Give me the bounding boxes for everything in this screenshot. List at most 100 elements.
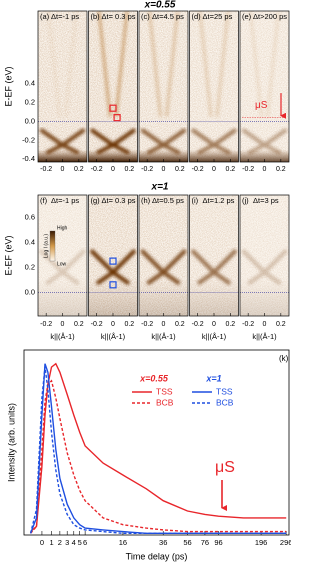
legend-label: TSS	[216, 386, 233, 396]
dirac-cone	[190, 248, 238, 286]
x-tick-label: 56	[183, 538, 191, 547]
x-axis-label: k||(Å-1)	[151, 332, 176, 341]
speckle	[139, 11, 188, 162]
x-tick-label: 16	[119, 538, 127, 547]
y-tick-label: 0.2	[25, 262, 35, 271]
panel-delay: Δt=4.5 ps	[152, 12, 184, 21]
panel-label: (c)	[141, 12, 150, 21]
x-tick-label: 0.2	[225, 321, 235, 328]
x-tick-label: 36	[159, 538, 167, 547]
speckle	[38, 11, 87, 162]
bulk-band	[189, 278, 239, 316]
bulk-band	[88, 278, 138, 316]
marker-box	[113, 114, 121, 122]
x-tick-label: 0.2	[175, 166, 185, 173]
legend-group: x=0.55	[139, 373, 169, 383]
x-tick-label: 0	[263, 166, 267, 173]
colorbar-low: Low	[57, 261, 67, 267]
arpes-image	[88, 195, 138, 316]
panel-label: (g)	[91, 196, 101, 205]
y-tick-label: 0.4	[25, 79, 35, 88]
x-tick-label: -0.2	[242, 166, 254, 173]
dirac-cone	[241, 248, 288, 286]
arpes-image	[240, 11, 289, 162]
panel-delay: Δt= 0.3 ps	[102, 196, 136, 205]
colorbar-high: High	[57, 225, 68, 231]
x-tick-label: 0.2	[175, 321, 185, 328]
panel-delay: Δt=25 ps	[203, 12, 233, 21]
marker-box	[109, 257, 117, 265]
panel-delay: Δt>200 ps	[253, 12, 287, 21]
upper-band	[198, 11, 230, 117]
arpes-panel: (b) Δt= 0.3 ps -0.2 0 0.2	[88, 10, 138, 173]
panel-label: (f)	[40, 196, 48, 205]
bulk-band	[240, 278, 289, 316]
panel-label: (j)	[242, 196, 249, 205]
arpes-image	[139, 11, 188, 162]
marker-box	[109, 104, 117, 112]
y-tick-label: 0.4	[25, 237, 35, 246]
legend-group: x=1	[205, 373, 221, 383]
legend-label: BCB	[156, 397, 174, 407]
colorbar	[49, 230, 56, 262]
x-tick-label: 0	[40, 538, 44, 547]
x-tick-label: 0.2	[124, 166, 134, 173]
y-tick-label: 0.6	[25, 212, 35, 221]
x-tick-label: -0.2	[242, 321, 254, 328]
panel-label: (a)	[40, 12, 50, 21]
x-tick-label: 3	[65, 538, 69, 547]
x-tick-label: -0.2	[91, 321, 103, 328]
x-tick-label: 0.2	[124, 321, 134, 328]
bulk-band	[139, 278, 188, 316]
y-axis-label: Intensity (arb. units)	[6, 403, 16, 482]
x-tick-label: 0.2	[74, 321, 84, 328]
dirac-cone	[39, 127, 86, 155]
x-tick-label: 0	[61, 166, 65, 173]
x-axis-label: k||(Å-1)	[202, 332, 227, 341]
arpes-panel: (d) Δt=25 ps -0.2 0 0.2	[189, 10, 239, 173]
arpes-panel: (h) Δt=0.5 ps -0.2 0 0.2 k||(Å-1)	[138, 194, 189, 341]
arpes-panel: (f) Δt=-1 ps -0.2 0 0.2 k||(Å-1) High Low Log I …	[37, 194, 88, 341]
dirac-cone	[89, 248, 137, 286]
row-title: x=1	[151, 182, 169, 193]
x-tick-label: 0.2	[74, 166, 84, 173]
plot-frame	[23, 349, 290, 536]
upper-band	[97, 11, 129, 117]
legend-label: TSS	[156, 386, 173, 396]
mu-annotation: μS	[255, 100, 268, 111]
arpes-image	[38, 195, 87, 316]
x-tick-label: 1	[49, 538, 53, 547]
data-line	[30, 379, 287, 534]
arpes-panel: (j) Δt=3 ps -0.2 0 0.2 k||(Å-1)	[239, 194, 290, 341]
x-tick-label: 0	[111, 166, 115, 173]
x-tick-label: 0	[162, 166, 166, 173]
x-axis-label: Time delay (ps)	[126, 551, 188, 561]
x-tick-label: 5	[78, 538, 82, 547]
speckle	[189, 11, 239, 162]
panel-delay: Δt=1.2 ps	[203, 196, 235, 205]
arpes-image	[189, 195, 239, 316]
legend-label: BCB	[216, 397, 234, 407]
x-tick-label: -0.2	[40, 166, 52, 173]
data-line	[29, 363, 287, 534]
arpes-image	[139, 195, 188, 316]
dirac-cone	[140, 248, 187, 286]
arpes-panel: (e) Δt>200 ps -0.2 0 0.2 μS	[239, 10, 290, 173]
x-tick-label: 96	[214, 538, 222, 547]
x-tick-label: 0.2	[225, 166, 235, 173]
arpes-image	[240, 195, 289, 316]
x-tick-label: 6	[83, 538, 87, 547]
x-tick-label: 0.2	[276, 321, 286, 328]
row-title: x=0.55	[144, 0, 176, 11]
x-tick-label: 0	[212, 166, 216, 173]
x-tick-label: 0	[162, 321, 166, 328]
x-tick-label: 196	[255, 538, 268, 547]
x-tick-label: 76	[201, 538, 209, 547]
x-tick-label: 4	[72, 538, 76, 547]
x-tick-label: 0	[212, 321, 216, 328]
x-tick-label: -0.2	[40, 321, 52, 328]
x-tick-label: 0	[263, 321, 267, 328]
panel-delay: Δt= 0.3 ps	[102, 12, 136, 21]
x-axis-label: k||(Å-1)	[50, 332, 75, 341]
x-tick-label: 0.2	[276, 166, 286, 173]
